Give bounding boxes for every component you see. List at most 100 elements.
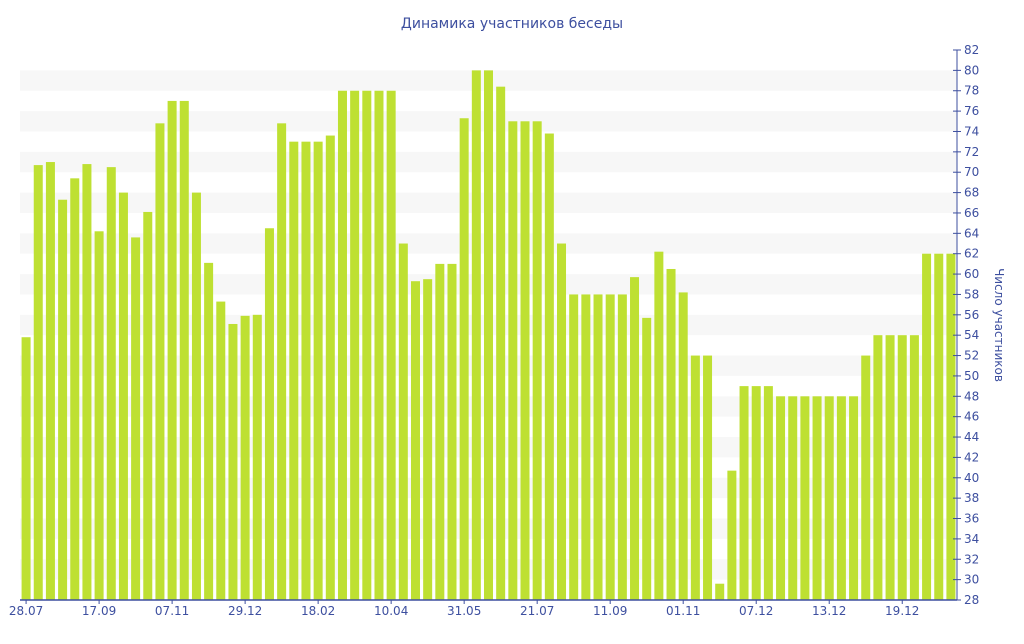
- bar: [459, 118, 469, 601]
- y-tick-label: 74: [964, 124, 979, 138]
- x-tick-label: 19.12: [885, 604, 919, 618]
- bar: [800, 396, 810, 600]
- y-tick-label: 48: [964, 389, 979, 403]
- bar: [605, 294, 615, 600]
- bar: [301, 141, 311, 600]
- bar: [398, 243, 408, 600]
- bar: [885, 335, 895, 600]
- bar: [496, 86, 506, 600]
- bar: [569, 294, 579, 600]
- chart-title: Динамика участников беседы: [401, 16, 623, 32]
- bar: [374, 90, 384, 601]
- bar: [824, 396, 834, 600]
- y-tick-label: 60: [964, 267, 979, 281]
- bar: [423, 279, 433, 600]
- y-tick-label: 56: [964, 308, 979, 322]
- bar: [33, 165, 43, 600]
- bar: [410, 281, 420, 600]
- y-tick-label: 54: [964, 328, 979, 342]
- bar: [143, 211, 153, 600]
- bar: [58, 199, 68, 600]
- bar: [642, 317, 652, 600]
- bar: [849, 396, 859, 600]
- x-tick-label: 01.11: [666, 604, 700, 618]
- bar: [435, 263, 445, 600]
- bar: [593, 294, 603, 600]
- bar: [216, 301, 226, 600]
- y-tick-label: 30: [964, 573, 979, 587]
- bar: [520, 121, 530, 600]
- bar: [70, 178, 80, 601]
- bar: [654, 251, 664, 600]
- bar: [447, 263, 457, 600]
- x-tick-label: 17.09: [82, 604, 116, 618]
- y-tick-label: 66: [964, 206, 979, 220]
- bar: [897, 335, 907, 600]
- x-tick-label: 10.04: [374, 604, 408, 618]
- bar: [909, 335, 919, 600]
- bar: [690, 355, 700, 600]
- bar: [836, 396, 846, 600]
- bar: [532, 121, 542, 600]
- bar: [812, 396, 822, 600]
- bar: [289, 141, 299, 600]
- bar: [727, 470, 737, 600]
- y-tick-label: 46: [964, 410, 979, 424]
- bar: [252, 314, 262, 600]
- x-tick-label: 07.11: [155, 604, 189, 618]
- bar: [167, 100, 177, 600]
- bar: [617, 294, 627, 600]
- y-tick-label: 42: [964, 450, 979, 464]
- bar: [131, 237, 141, 600]
- bar: [934, 253, 944, 600]
- bar: [118, 192, 128, 600]
- y-tick-label: 70: [964, 165, 979, 179]
- y-tick-label: 72: [964, 145, 979, 159]
- x-tick-label: 31.05: [447, 604, 481, 618]
- bar: [155, 123, 165, 600]
- x-tick-label: 21.07: [520, 604, 554, 618]
- bar: [191, 192, 201, 600]
- y-tick-label: 50: [964, 369, 979, 383]
- x-tick-label: 13.12: [812, 604, 846, 618]
- y-tick-label: 28: [964, 593, 979, 607]
- bar: [544, 133, 554, 600]
- bar: [739, 386, 749, 600]
- bar: [715, 583, 725, 600]
- bar: [179, 100, 189, 600]
- x-tick-label: 07.12: [739, 604, 773, 618]
- bar: [264, 228, 274, 601]
- x-tick-label: 18.02: [301, 604, 335, 618]
- y-tick-label: 58: [964, 287, 979, 301]
- bar: [240, 315, 250, 600]
- bar: [386, 90, 396, 601]
- bar: [703, 355, 713, 600]
- bar: [873, 335, 883, 600]
- y-tick-label: 34: [964, 532, 979, 546]
- y-tick-label: 68: [964, 186, 979, 200]
- y-tick-label: 80: [964, 63, 979, 77]
- bar: [666, 268, 676, 600]
- y-tick-label: 62: [964, 247, 979, 261]
- bar: [776, 396, 786, 600]
- x-tick-label: 28.07: [9, 604, 43, 618]
- bar: [678, 292, 688, 600]
- y-tick-label: 32: [964, 552, 979, 566]
- bar: [557, 243, 567, 600]
- y-tick-label: 36: [964, 512, 979, 526]
- bar: [94, 231, 104, 600]
- y-tick-label: 64: [964, 226, 979, 240]
- y-tick-label: 82: [964, 43, 979, 57]
- bar: [946, 253, 956, 600]
- bar: [861, 355, 871, 600]
- y-tick-label: 44: [964, 430, 979, 444]
- bar: [508, 121, 518, 600]
- bar: [763, 386, 773, 600]
- y-tick-label: 78: [964, 84, 979, 98]
- bar: [325, 135, 335, 601]
- bar: [350, 90, 360, 601]
- x-tick-label: 29.12: [228, 604, 262, 618]
- bar: [922, 253, 932, 600]
- bar: [471, 70, 481, 601]
